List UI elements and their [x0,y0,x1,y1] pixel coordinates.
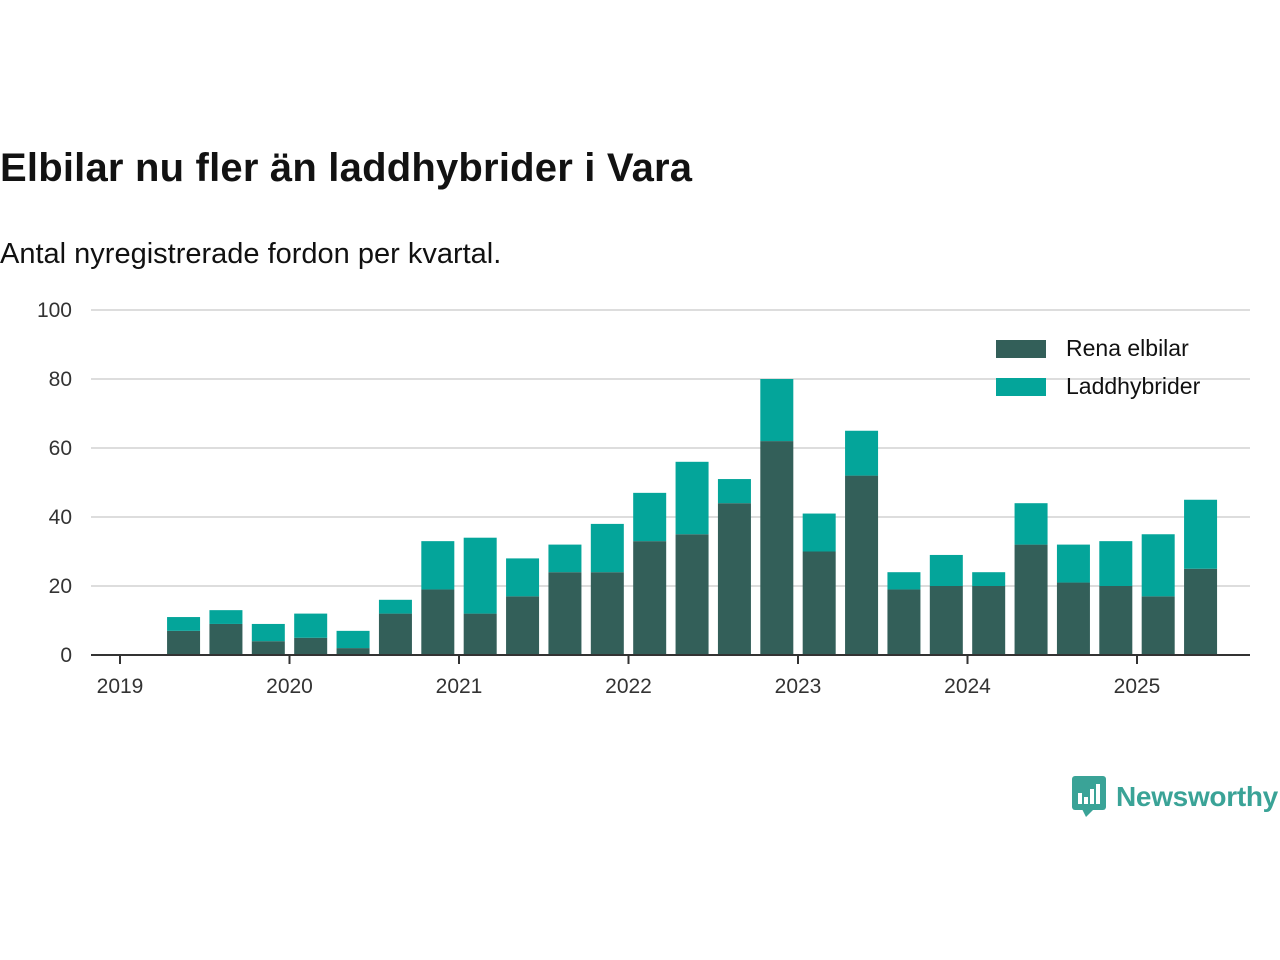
y-tick-label: 100 [37,299,72,322]
bar-laddhybrider [1184,499,1218,569]
bar-laddhybrider [802,513,836,552]
bar-laddhybrider [717,479,751,504]
bar-laddhybrider [506,558,540,597]
bar-rena-elbilar [675,534,709,655]
bar-laddhybrider [251,623,285,642]
bar-rena-elbilar [421,589,455,655]
bar-laddhybrider [1014,503,1048,545]
y-axis-ticks: 0 20 40 60 80 100 [37,299,72,667]
chart-title: Elbilar nu fler än laddhybrider i Vara [0,146,693,190]
bar-rena-elbilar [378,613,412,655]
bar-laddhybrider [1141,534,1175,597]
bar-rena-elbilar [802,551,836,655]
bar-rena-elbilar [336,648,370,655]
bar-rena-elbilar [717,503,751,655]
bar-rena-elbilar [209,623,243,655]
y-tick-label: 20 [49,575,72,598]
y-tick-label: 0 [60,644,72,667]
legend-swatch-laddhybrider [996,378,1046,396]
bar-rena-elbilar [972,586,1006,655]
bar-rena-elbilar [1014,544,1048,655]
bar-rena-elbilar [548,572,582,655]
x-tick-label: 2023 [775,675,822,698]
bar-rena-elbilar [506,596,540,655]
bar-rena-elbilar [1056,582,1090,655]
bar-rena-elbilar [1099,586,1133,655]
x-tick-label: 2025 [1114,675,1161,698]
bar-laddhybrider [209,610,243,624]
bar-rena-elbilar [760,441,794,655]
stacked-bar-chart: 0 20 40 60 80 100 2019 2020 2021 2022 2023 2024 202… [37,299,1250,698]
bar-rena-elbilar [251,641,285,655]
bar-rena-elbilar [929,586,963,655]
bar-laddhybrider [167,617,201,631]
chart-subtitle: Antal nyregistrerade fordon per kvartal. [0,238,502,270]
newsworthy-bar-chart-bubble-icon [1072,776,1106,817]
bar-laddhybrider [887,572,921,590]
bars [167,379,1218,655]
bar-rena-elbilar [590,572,624,655]
bar-laddhybrider [294,613,328,638]
legend-swatch-rena-elbilar [996,340,1046,358]
gridlines [91,309,1250,587]
bar-rena-elbilar [1141,596,1175,655]
bar-laddhybrider [336,630,370,649]
x-tick-label: 2019 [97,675,144,698]
bar-rena-elbilar [1184,568,1218,655]
bar-rena-elbilar [294,637,328,655]
bar-laddhybrider [929,554,963,586]
bar-laddhybrider [590,523,624,573]
x-tick-label: 2024 [944,675,991,698]
newsworthy-logo: Newsworthy [1072,776,1278,818]
x-axis-ticks: 2019 2020 2021 2022 2023 2024 2025 [97,655,1161,698]
bar-laddhybrider [760,379,794,442]
bar-rena-elbilar [845,475,879,655]
x-tick-label: 2020 [266,675,313,698]
bar-laddhybrider [845,430,879,476]
brand-name: Newsworthy [1116,781,1278,812]
bar-rena-elbilar [887,589,921,655]
y-tick-label: 60 [49,437,72,460]
bar-laddhybrider [1099,541,1133,586]
x-tick-label: 2021 [436,675,483,698]
y-tick-label: 80 [49,368,72,391]
legend-label-rena-elbilar: Rena elbilar [1066,335,1189,361]
bar-rena-elbilar [167,630,201,655]
bar-rena-elbilar [463,613,497,655]
bar-laddhybrider [972,572,1006,586]
bar-laddhybrider [421,541,455,590]
legend-label-laddhybrider: Laddhybrider [1066,373,1201,399]
bar-laddhybrider [463,537,497,614]
y-tick-label: 40 [49,506,72,529]
bar-rena-elbilar [633,541,667,655]
bar-laddhybrider [675,461,709,535]
legend: Rena elbilar Laddhybrider [996,335,1201,399]
bar-laddhybrider [548,544,582,573]
bar-laddhybrider [633,492,667,542]
bar-laddhybrider [378,599,412,614]
bar-laddhybrider [1056,544,1090,583]
x-tick-label: 2022 [605,675,652,698]
